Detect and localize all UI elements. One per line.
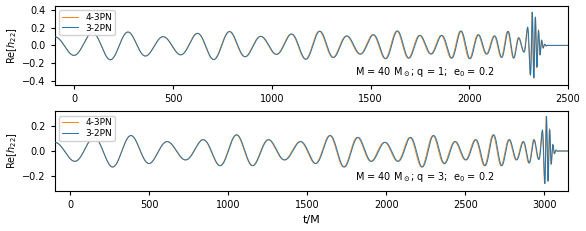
3-2PN	[179, 157, 186, 160]
3-2PN	[529, 11, 536, 14]
4-3PN	[532, 24, 539, 27]
4-3PN	[543, 115, 550, 118]
4-3PN	[419, 37, 426, 40]
4-3PN	[381, 57, 388, 60]
4-3PN	[541, 182, 548, 184]
Legend: 4-3PN, 3-2PN: 4-3PN, 3-2PN	[59, 116, 115, 141]
Text: M = 40 M$_\odot$; q = 1;  e$_0$ = 0.2: M = 40 M$_\odot$; q = 1; e$_0$ = 0.2	[355, 65, 494, 79]
Legend: 4-3PN, 3-2PN: 4-3PN, 3-2PN	[59, 10, 115, 35]
3-2PN	[294, 41, 301, 44]
3-2PN	[381, 56, 388, 59]
3-2PN	[51, 141, 58, 144]
Line: 4-3PN: 4-3PN	[54, 116, 568, 183]
4-3PN	[362, 152, 369, 154]
3-2PN	[564, 150, 571, 152]
Y-axis label: Re[$h_{22}$]: Re[$h_{22}$]	[5, 133, 19, 169]
4-3PN	[419, 165, 426, 168]
X-axis label: t/M: t/M	[302, 216, 320, 225]
Line: 3-2PN: 3-2PN	[54, 12, 568, 78]
Line: 3-2PN: 3-2PN	[54, 116, 568, 184]
3-2PN	[381, 141, 388, 144]
Y-axis label: Re[$h_{22}$]: Re[$h_{22}$]	[5, 27, 19, 64]
4-3PN	[529, 11, 536, 14]
3-2PN	[532, 139, 539, 142]
3-2PN	[530, 76, 537, 79]
3-2PN	[541, 182, 548, 185]
3-2PN	[362, 48, 369, 51]
3-2PN	[419, 166, 426, 168]
3-2PN	[294, 142, 301, 145]
3-2PN	[51, 35, 58, 38]
4-3PN	[532, 141, 539, 143]
4-3PN	[362, 46, 369, 49]
3-2PN	[532, 34, 539, 37]
4-3PN	[179, 158, 186, 160]
4-3PN	[51, 35, 58, 38]
3-2PN	[564, 44, 571, 47]
4-3PN	[381, 141, 388, 144]
4-3PN	[51, 141, 58, 144]
3-2PN	[419, 36, 426, 39]
3-2PN	[543, 115, 550, 118]
4-3PN	[294, 141, 301, 144]
4-3PN	[564, 44, 571, 47]
3-2PN	[362, 149, 369, 152]
Text: M = 40 M$_\odot$; q = 3;  e$_0$ = 0.2: M = 40 M$_\odot$; q = 3; e$_0$ = 0.2	[355, 170, 494, 185]
3-2PN	[179, 53, 186, 56]
4-3PN	[294, 43, 301, 46]
4-3PN	[179, 53, 186, 55]
4-3PN	[530, 77, 537, 79]
Line: 4-3PN: 4-3PN	[54, 12, 568, 78]
4-3PN	[564, 150, 571, 152]
